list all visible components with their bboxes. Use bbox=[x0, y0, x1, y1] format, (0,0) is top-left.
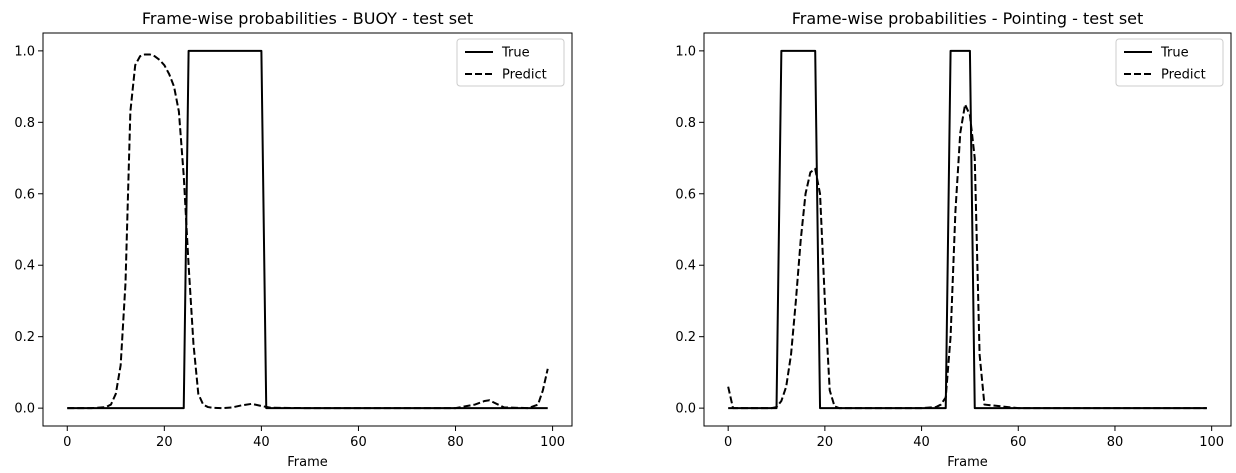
x-tick-label: 100 bbox=[540, 435, 565, 450]
x-axis-label: Frame bbox=[287, 455, 328, 470]
x-tick-label: 80 bbox=[447, 435, 464, 450]
x-tick-label: 40 bbox=[253, 435, 270, 450]
y-tick-label: 1.0 bbox=[14, 44, 35, 59]
legend: True Predict bbox=[1115, 38, 1224, 87]
y-tick-label: 0.4 bbox=[675, 259, 696, 274]
chart-title: Frame-wise probabilities - BUOY - test s… bbox=[142, 9, 473, 28]
x-tick-label: 60 bbox=[350, 435, 367, 450]
x-tick-label: 0 bbox=[63, 435, 71, 450]
legend-label-predict: Predict bbox=[502, 68, 547, 83]
x-tick-label: 60 bbox=[1010, 435, 1027, 450]
plot-frame bbox=[42, 32, 573, 427]
x-tick-label: 20 bbox=[817, 435, 834, 450]
plot-frame bbox=[703, 32, 1232, 427]
series-line-predict bbox=[727, 103, 1207, 410]
series-line-true bbox=[67, 49, 548, 410]
y-tick-label: 0.6 bbox=[675, 187, 696, 202]
y-tick-label: 0.8 bbox=[14, 116, 35, 131]
legend-label-true: True bbox=[1160, 46, 1189, 61]
legend-box bbox=[1115, 38, 1224, 87]
y-tick-label: 0.2 bbox=[14, 330, 35, 345]
y-tick-label: 0.2 bbox=[675, 330, 696, 345]
y-tick-label: 0.0 bbox=[14, 402, 35, 417]
y-tick-label: 0.4 bbox=[14, 259, 35, 274]
chart-title: Frame-wise probabilities - Pointing - te… bbox=[792, 9, 1144, 28]
x-tick-label: 40 bbox=[913, 435, 930, 450]
legend-box bbox=[456, 38, 565, 87]
y-tick-label: 0.0 bbox=[675, 402, 696, 417]
legend-label-true: True bbox=[501, 46, 530, 61]
y-tick-label: 1.0 bbox=[675, 44, 696, 59]
y-tick-label: 0.6 bbox=[14, 187, 35, 202]
series-line-true bbox=[728, 49, 1207, 410]
y-tick-label: 0.8 bbox=[675, 116, 696, 131]
x-tick-label: 0 bbox=[724, 435, 732, 450]
series-line-predict bbox=[67, 53, 549, 410]
legend: True Predict bbox=[456, 38, 565, 87]
legend-label-predict: Predict bbox=[1161, 68, 1206, 83]
chart-panel-pointing: Frame-wise probabilities - Pointing - te… bbox=[675, 9, 1232, 470]
x-tick-label: 20 bbox=[156, 435, 173, 450]
x-tick-label: 100 bbox=[1199, 435, 1224, 450]
x-tick-label: 80 bbox=[1107, 435, 1124, 450]
x-axis-label: Frame bbox=[947, 455, 988, 470]
chart-panel-buoy: Frame-wise probabilities - BUOY - test s… bbox=[14, 9, 573, 470]
